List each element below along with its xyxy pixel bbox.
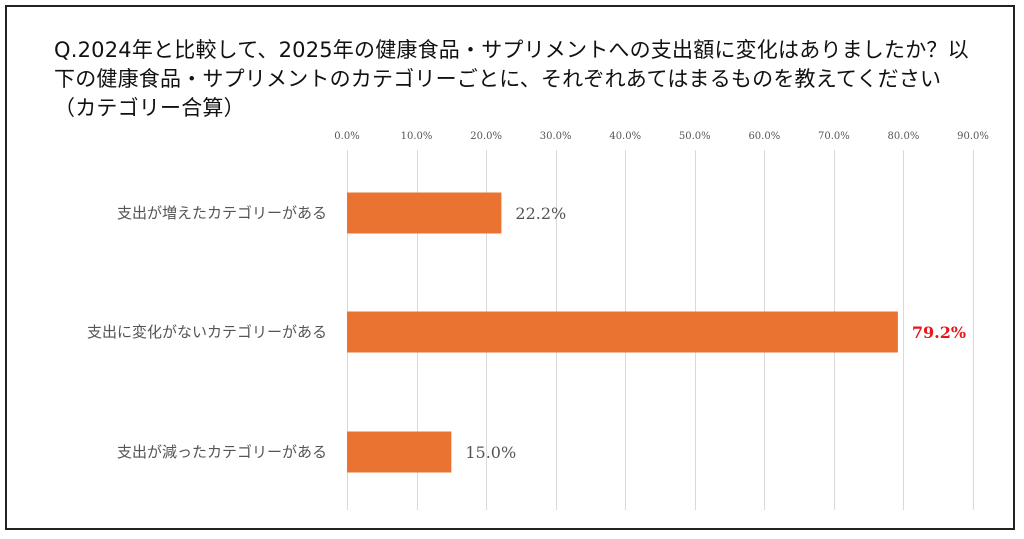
data-label: 15.0%	[465, 443, 516, 462]
bar	[347, 192, 502, 234]
data-label: 79.2%	[912, 323, 966, 342]
x-tick-label: 70.0%	[818, 131, 850, 142]
category-labels: 支出が増えたカテゴリーがある支出に変化がないカテゴリーがある支出が減ったカテゴリ…	[87, 204, 327, 461]
category-label: 支出が増えたカテゴリーがある	[117, 204, 327, 222]
x-tick-label: 0.0%	[334, 131, 359, 142]
bars	[347, 192, 898, 473]
x-axis-tick-labels: 0.0% 10.0% 20.0% 30.0% 40.0% 50.0% 60.0% 70.0% 8…	[334, 131, 989, 142]
x-tick-label: 60.0%	[748, 131, 780, 142]
category-label: 支出に変化がないカテゴリーがある	[87, 323, 327, 341]
x-tick-label: 10.0%	[401, 131, 433, 142]
bar	[347, 431, 452, 473]
bar	[347, 311, 898, 353]
x-tick-label: 40.0%	[609, 131, 641, 142]
chart-frame	[5, 5, 1015, 530]
x-tick-label: 80.0%	[888, 131, 920, 142]
category-label: 支出が減ったカテゴリーがある	[117, 443, 327, 461]
x-tick-label: 20.0%	[470, 131, 502, 142]
x-tick-label: 90.0%	[957, 131, 989, 142]
chart-title: Q.2024年と比較して、2025年の健康食品・サプリメントへの支出額に変化はあ…	[54, 38, 969, 120]
data-label: 22.2%	[515, 204, 566, 223]
data-labels: 22.2% 79.2% 15.0%	[465, 204, 966, 462]
x-tick-label: 50.0%	[679, 131, 711, 142]
x-tick-label: 30.0%	[540, 131, 572, 142]
